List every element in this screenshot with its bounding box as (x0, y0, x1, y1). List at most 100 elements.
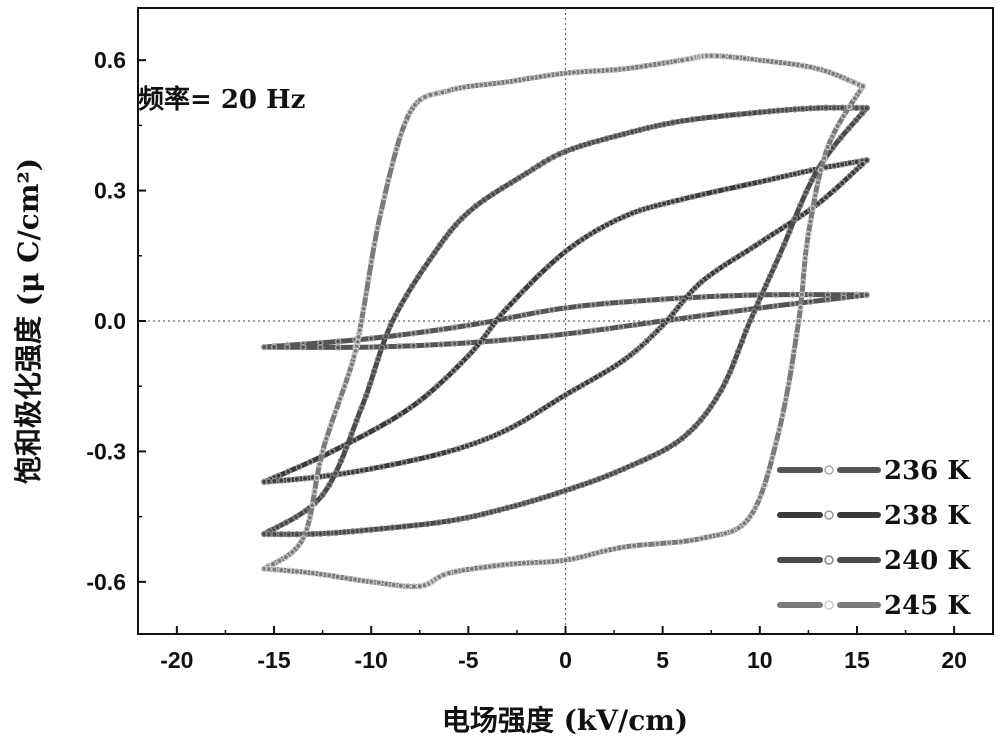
data-point (397, 131, 404, 139)
data-point (837, 73, 844, 80)
data-point (562, 330, 569, 338)
data-point (570, 484, 578, 491)
data-point (316, 461, 323, 468)
data-point (603, 325, 611, 333)
data-point (838, 104, 846, 111)
data-point (529, 165, 537, 173)
data-point (367, 335, 375, 342)
data-point (317, 344, 324, 351)
data-point (805, 230, 812, 238)
data-point (617, 323, 625, 331)
data-point (545, 401, 553, 409)
data-point (284, 343, 291, 351)
data-point (463, 514, 471, 521)
data-point (590, 301, 597, 308)
data-point (680, 297, 687, 304)
data-point (471, 345, 478, 353)
data-point (822, 104, 830, 112)
data-point (741, 55, 748, 62)
series-loop-1 (261, 156, 870, 486)
data-point (511, 296, 518, 304)
data-point (416, 397, 423, 405)
data-point (261, 343, 268, 351)
data-point (383, 580, 390, 588)
data-point (603, 472, 611, 480)
data-point (742, 292, 749, 299)
data-point (669, 119, 676, 126)
data-point (636, 207, 644, 214)
data-point (705, 272, 713, 280)
data-point (586, 551, 593, 559)
legend-item: 238 K (777, 501, 971, 531)
data-point (814, 104, 822, 112)
data-point (512, 502, 519, 509)
data-point (343, 574, 350, 582)
data-point (595, 67, 603, 75)
data-point (332, 529, 340, 536)
data-point (677, 538, 685, 545)
data-point (537, 559, 544, 566)
data-point (445, 569, 453, 577)
data-point (410, 342, 417, 350)
data-point (362, 430, 370, 438)
data-point (553, 70, 561, 78)
data-point (678, 117, 686, 125)
data-point (434, 382, 441, 390)
data-point (645, 296, 653, 304)
data-point (409, 282, 416, 290)
data-point (633, 347, 640, 354)
data-point (528, 497, 536, 505)
data-point (786, 228, 793, 236)
data-point (811, 192, 819, 199)
data-point (829, 70, 837, 77)
data-point (371, 241, 378, 248)
data-point (527, 279, 535, 287)
data-point (356, 327, 363, 334)
legend-item: 245 K (777, 591, 971, 621)
data-point (645, 319, 653, 327)
series-branch-lower (261, 105, 870, 537)
data-point (612, 133, 619, 140)
y-axis-ticks: -0.6 -0.3 0.0 0.3 0.6 (86, 47, 146, 595)
data-point (791, 170, 799, 178)
data-point (523, 169, 530, 177)
data-point (362, 291, 370, 298)
data-point (534, 333, 541, 341)
data-point (620, 356, 628, 364)
legend-marker (824, 465, 834, 475)
data-point (452, 221, 460, 229)
data-point (638, 342, 646, 349)
data-point (629, 461, 636, 469)
data-point (858, 110, 866, 117)
data-point (713, 267, 721, 274)
data-point (782, 222, 789, 230)
data-point (686, 314, 694, 321)
data-point (689, 193, 696, 201)
data-point (306, 458, 314, 466)
data-point (800, 266, 808, 274)
data-point (817, 166, 825, 174)
data-point (822, 67, 829, 75)
data-point (648, 332, 656, 340)
data-point (853, 158, 860, 166)
data-point (469, 82, 476, 90)
data-point (629, 64, 636, 72)
x-tick-label: 15 (844, 647, 870, 673)
data-point (774, 174, 782, 181)
data-point (437, 341, 445, 348)
data-point (562, 487, 569, 494)
data-point (325, 572, 333, 579)
data-point (435, 519, 442, 526)
data-point (480, 196, 488, 204)
data-point (762, 281, 770, 289)
data-point (644, 204, 652, 212)
data-point (807, 105, 814, 112)
data-point (451, 324, 458, 331)
data-point (790, 347, 798, 355)
data-point (341, 382, 348, 390)
data-point (797, 202, 804, 209)
data-point (537, 407, 544, 414)
series-loop-2 (261, 104, 870, 538)
data-point (389, 461, 396, 468)
